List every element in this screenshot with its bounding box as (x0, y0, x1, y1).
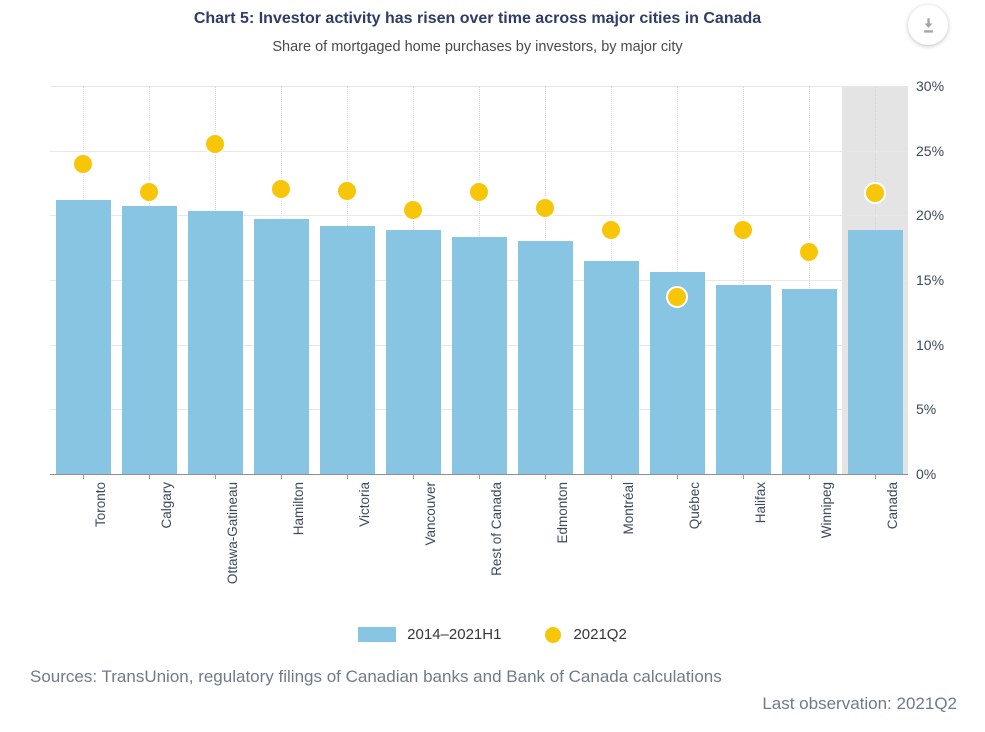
bar-montr-al (583, 260, 639, 474)
gridline (50, 215, 908, 217)
bar-toronto (55, 199, 111, 474)
sources-note: Sources: TransUnion, regulatory filings … (30, 667, 722, 686)
download-button[interactable] (908, 5, 948, 45)
axis-tick (83, 474, 84, 479)
dot-winnipeg (798, 240, 820, 263)
y-axis-label: 5% (916, 401, 937, 418)
chart-title: Chart 5: Investor activity has risen ove… (193, 10, 762, 27)
legend: 2014–2021H1 2021Q2 (0, 626, 985, 643)
plot-area: 0% 5% 10% 15% 20% 25% 30% Toronto Calgary Ottawa-… (50, 78, 944, 584)
dot-halifax (732, 218, 754, 241)
axis-tick (149, 474, 150, 479)
bar-edmonton (517, 241, 573, 474)
last-observation-note: Last observation: 2021Q2 (762, 694, 957, 713)
download-icon (919, 16, 938, 35)
bar-canada (847, 229, 903, 474)
x-label-canada: Canada (885, 482, 900, 530)
legend-dot-swatch (545, 626, 562, 643)
x-label-victoria: Victoria (357, 482, 372, 527)
dot-hamilton (270, 178, 292, 201)
y-axis-label: 0% (916, 466, 937, 482)
x-label-halifax: Halifax (753, 482, 768, 524)
y-axis-label: 10% (916, 336, 945, 353)
bar-rest-of-canada (451, 237, 507, 474)
bar-winnipeg (781, 289, 837, 474)
y-axis-label: 25% (916, 142, 945, 159)
axis-tick (611, 474, 612, 479)
bar-victoria (319, 225, 375, 474)
x-label-toronto: Toronto (93, 482, 108, 528)
dot-qu-bec (666, 285, 688, 308)
footer: Sources: TransUnion, regulatory filings … (30, 667, 957, 714)
dot-rest-of-canada (468, 181, 490, 204)
axis-tick (809, 474, 810, 479)
axis-tick (743, 474, 744, 479)
legend-bar-label: 2014–2021H1 (407, 626, 502, 643)
legend-bar-swatch (358, 627, 397, 642)
bar-calgary (121, 206, 177, 474)
axis-tick (677, 474, 678, 479)
x-label-calgary: Calgary (159, 482, 174, 529)
axis-tick (413, 474, 414, 479)
y-axis-label: 15% (916, 272, 945, 288)
legend-dot-label: 2021Q2 (573, 626, 627, 643)
axis-tick (479, 474, 480, 479)
x-label-qu-bec: Québec (687, 482, 702, 530)
axis-tick (875, 474, 876, 479)
dot-victoria (336, 179, 358, 202)
dot-vancouver (402, 199, 424, 222)
x-label-rest-of-canada: Rest of Canada (489, 482, 504, 576)
y-axis-label: 20% (916, 207, 945, 224)
x-label-ottawa-gatineau: Ottawa-Gatineau (225, 482, 240, 585)
bar-halifax (715, 285, 771, 474)
x-label-edmonton: Edmonton (555, 482, 570, 544)
bar-vancouver (385, 229, 441, 474)
gridline (50, 86, 908, 87)
bar-ottawa-gatineau (187, 211, 243, 474)
bar-hamilton (253, 219, 309, 474)
dot-calgary (138, 181, 160, 204)
dot-montr-al (600, 218, 622, 241)
axis-tick (347, 474, 348, 479)
dot-toronto (72, 152, 94, 175)
x-label-winnipeg: Winnipeg (819, 482, 834, 539)
axis-tick (545, 474, 546, 479)
y-axis-label: 30% (916, 78, 945, 94)
dot-canada (864, 182, 886, 205)
dot-ottawa-gatineau (204, 133, 226, 156)
x-label-vancouver: Vancouver (423, 482, 438, 546)
gridline (50, 150, 908, 152)
dot-edmonton (534, 196, 556, 219)
axis-tick (215, 474, 216, 479)
axis-tick (281, 474, 282, 479)
x-label-montr-al: Montréal (621, 482, 636, 535)
chart-subtitle: Share of mortgaged home purchases by inv… (272, 39, 683, 55)
x-label-hamilton: Hamilton (291, 482, 306, 536)
